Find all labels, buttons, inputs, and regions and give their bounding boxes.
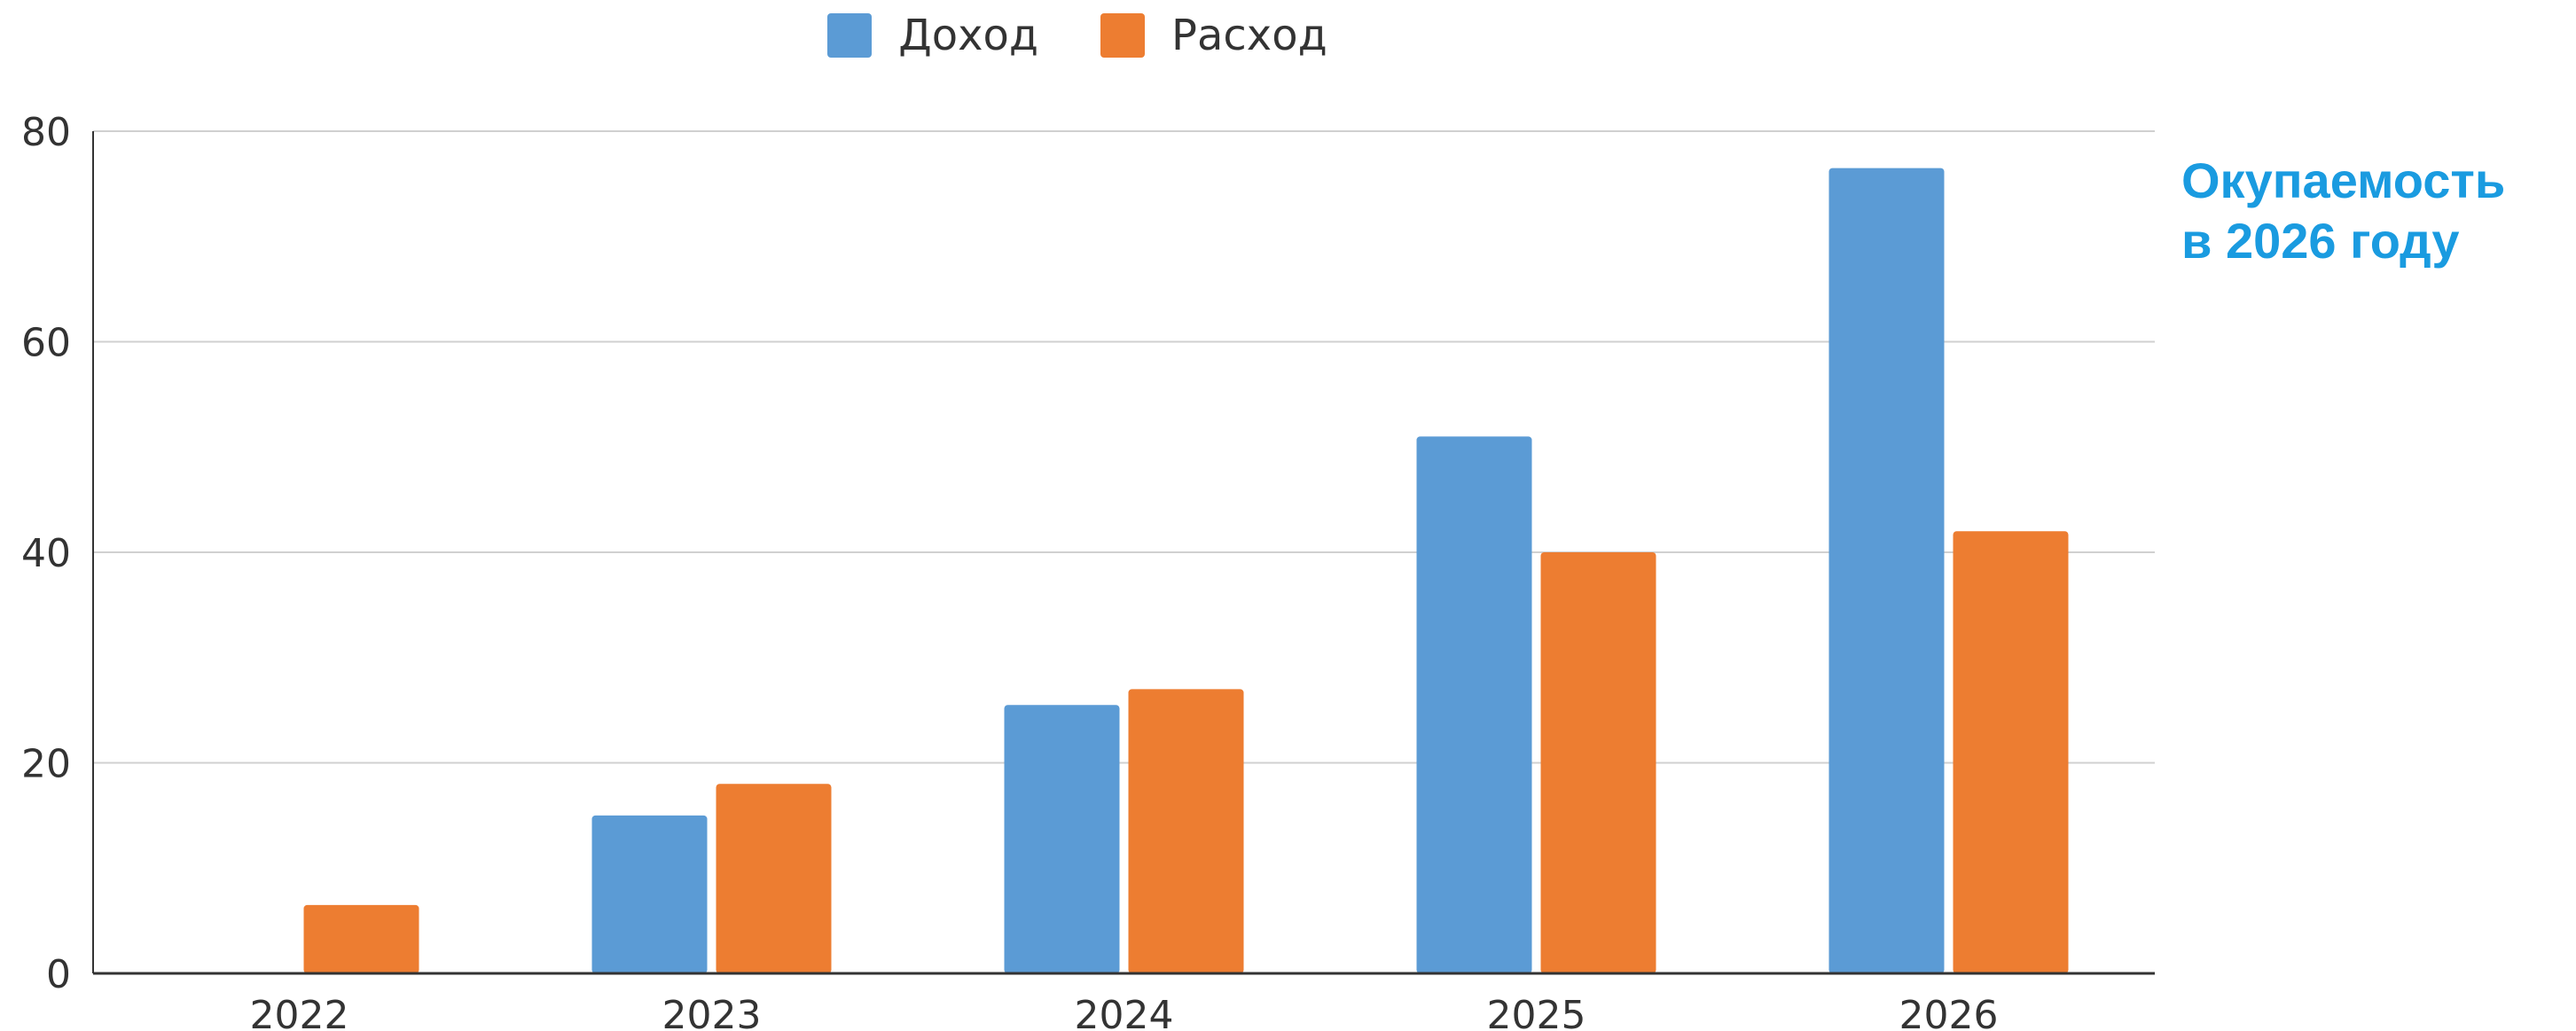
y-tick-label: 20 [21,742,71,787]
y-tick-label: 80 [21,110,71,155]
bar-expense [1128,689,1244,973]
x-tick-label: 2025 [1487,993,1586,1031]
payback-annotation-line-1: Окупаемость [2181,152,2506,208]
legend-swatch-income [827,13,873,58]
y-tick-label: 60 [21,321,71,366]
x-tick-label: 2026 [1899,993,1999,1031]
bar-income [1828,168,1945,973]
x-tick-label: 2022 [250,993,349,1031]
bar-expense [716,784,832,973]
legend-label-income: Доход [898,11,1039,60]
payback-annotation: Окупаемость в 2026 году [2181,151,2572,271]
legend-item-income: Доход [827,11,1038,60]
bar-expense [303,904,419,973]
payback-annotation-line-2: в 2026 году [2181,213,2460,269]
legend-item-expense: Расход [1100,11,1327,60]
bar-income [1004,705,1120,973]
bar-income [1416,436,1532,973]
x-tick-label: 2023 [662,993,762,1031]
legend-label-expense: Расход [1171,11,1327,60]
legend-swatch-expense [1100,13,1146,58]
bar-expense [1540,552,1656,973]
y-tick-label: 0 [46,952,71,997]
y-tick-label: 40 [21,531,71,576]
chart-legend: Доход Расход [0,11,2155,60]
bar-income [591,815,708,973]
bar-expense [1953,531,2069,973]
x-tick-label: 2024 [1075,993,1174,1031]
